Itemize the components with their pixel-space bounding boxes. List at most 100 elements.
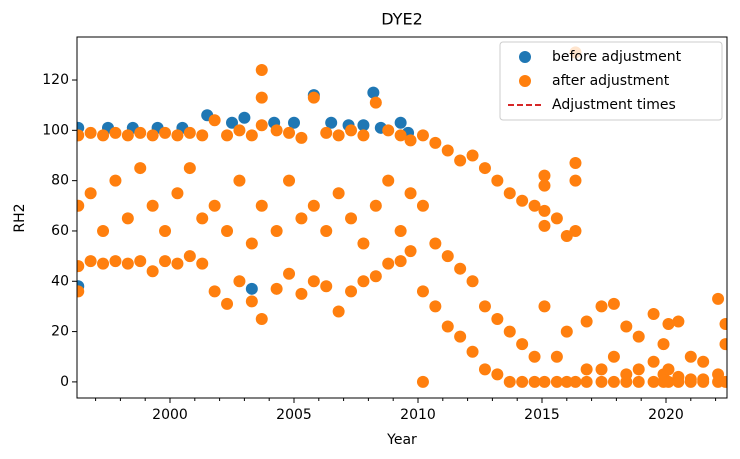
data-point: [225, 116, 238, 129]
data-point: [270, 224, 283, 237]
data-point: [121, 257, 134, 270]
data-point: [672, 315, 685, 328]
data-point: [697, 355, 710, 368]
legend: before adjustment after adjustment Adjustm…: [499, 41, 723, 121]
data-point: [466, 275, 479, 288]
data-point: [416, 129, 429, 142]
data-point: [569, 375, 582, 388]
data-point: [503, 325, 516, 338]
data-point: [404, 187, 417, 200]
data-point: [662, 363, 675, 376]
data-point: [307, 91, 320, 104]
data-point: [416, 199, 429, 212]
data-point: [580, 363, 593, 376]
data-point: [503, 187, 516, 200]
x-axis-label: Year: [386, 432, 417, 448]
data-point: [516, 194, 529, 207]
legend-marker: [519, 75, 531, 87]
data-point: [208, 199, 221, 212]
data-point: [332, 129, 345, 142]
legend-box: [499, 41, 723, 121]
data-point: [367, 86, 380, 99]
data-point: [382, 257, 395, 270]
data-point: [332, 305, 345, 318]
data-point: [632, 330, 645, 343]
data-point: [466, 345, 479, 358]
data-point: [620, 320, 633, 333]
data-point: [283, 267, 296, 280]
y-tick-label: 60: [51, 223, 69, 239]
y-tick-label: 40: [51, 273, 69, 289]
data-point: [221, 297, 234, 310]
data-point: [647, 355, 660, 368]
data-point: [369, 270, 382, 283]
data-point: [146, 129, 159, 142]
data-point: [345, 212, 358, 225]
data-point: [77, 260, 85, 273]
data-point: [491, 313, 504, 326]
data-point: [159, 126, 172, 139]
data-point: [662, 375, 675, 388]
data-point: [159, 224, 172, 237]
data-point: [607, 297, 620, 310]
legend-label: Adjustment times: [552, 97, 676, 113]
data-point: [429, 300, 442, 313]
y-tick-label: 20: [51, 324, 69, 340]
data-point: [719, 318, 727, 331]
data-point: [171, 257, 184, 270]
data-point: [183, 126, 196, 139]
legend-label: before adjustment: [552, 49, 682, 65]
data-point: [320, 224, 333, 237]
data-point: [560, 229, 573, 242]
data-point: [580, 375, 593, 388]
data-point: [245, 282, 258, 295]
data-point: [84, 126, 97, 139]
data-point: [183, 162, 196, 175]
data-point: [345, 285, 358, 298]
data-point: [221, 129, 234, 142]
data-point: [528, 199, 541, 212]
data-point: [560, 375, 573, 388]
data-point: [550, 212, 563, 225]
data-point: [478, 300, 491, 313]
data-point: [516, 375, 529, 388]
data-point: [382, 174, 395, 187]
data-point: [97, 129, 110, 142]
data-point: [287, 116, 300, 129]
data-point: [245, 237, 258, 250]
data-point: [77, 285, 85, 298]
data-point: [255, 313, 268, 326]
data-point: [719, 338, 727, 351]
data-point: [159, 255, 172, 268]
data-point: [255, 91, 268, 104]
data-point: [647, 307, 660, 320]
data-point: [270, 124, 283, 137]
data-point: [295, 212, 308, 225]
data-point: [478, 363, 491, 376]
data-point: [97, 224, 110, 237]
chart-title: DYE2: [381, 10, 423, 29]
data-point: [712, 292, 725, 305]
data-point: [109, 126, 122, 139]
data-point: [255, 199, 268, 212]
x-tick-label: 2020: [648, 407, 684, 423]
data-point: [196, 212, 209, 225]
data-point: [538, 375, 551, 388]
axes-frame: [76, 36, 728, 399]
data-point: [516, 338, 529, 351]
data-point: [357, 119, 370, 132]
data-point: [491, 368, 504, 381]
data-point: [719, 375, 727, 388]
data-point: [325, 116, 338, 129]
data-point: [84, 255, 97, 268]
data-point: [369, 96, 382, 109]
data-point: [233, 275, 246, 288]
data-point: [416, 375, 429, 388]
data-point: [357, 237, 370, 250]
data-point: [712, 368, 725, 381]
data-point: [491, 174, 504, 187]
data-point: [607, 375, 620, 388]
data-point: [345, 124, 358, 137]
data-point: [245, 295, 258, 308]
